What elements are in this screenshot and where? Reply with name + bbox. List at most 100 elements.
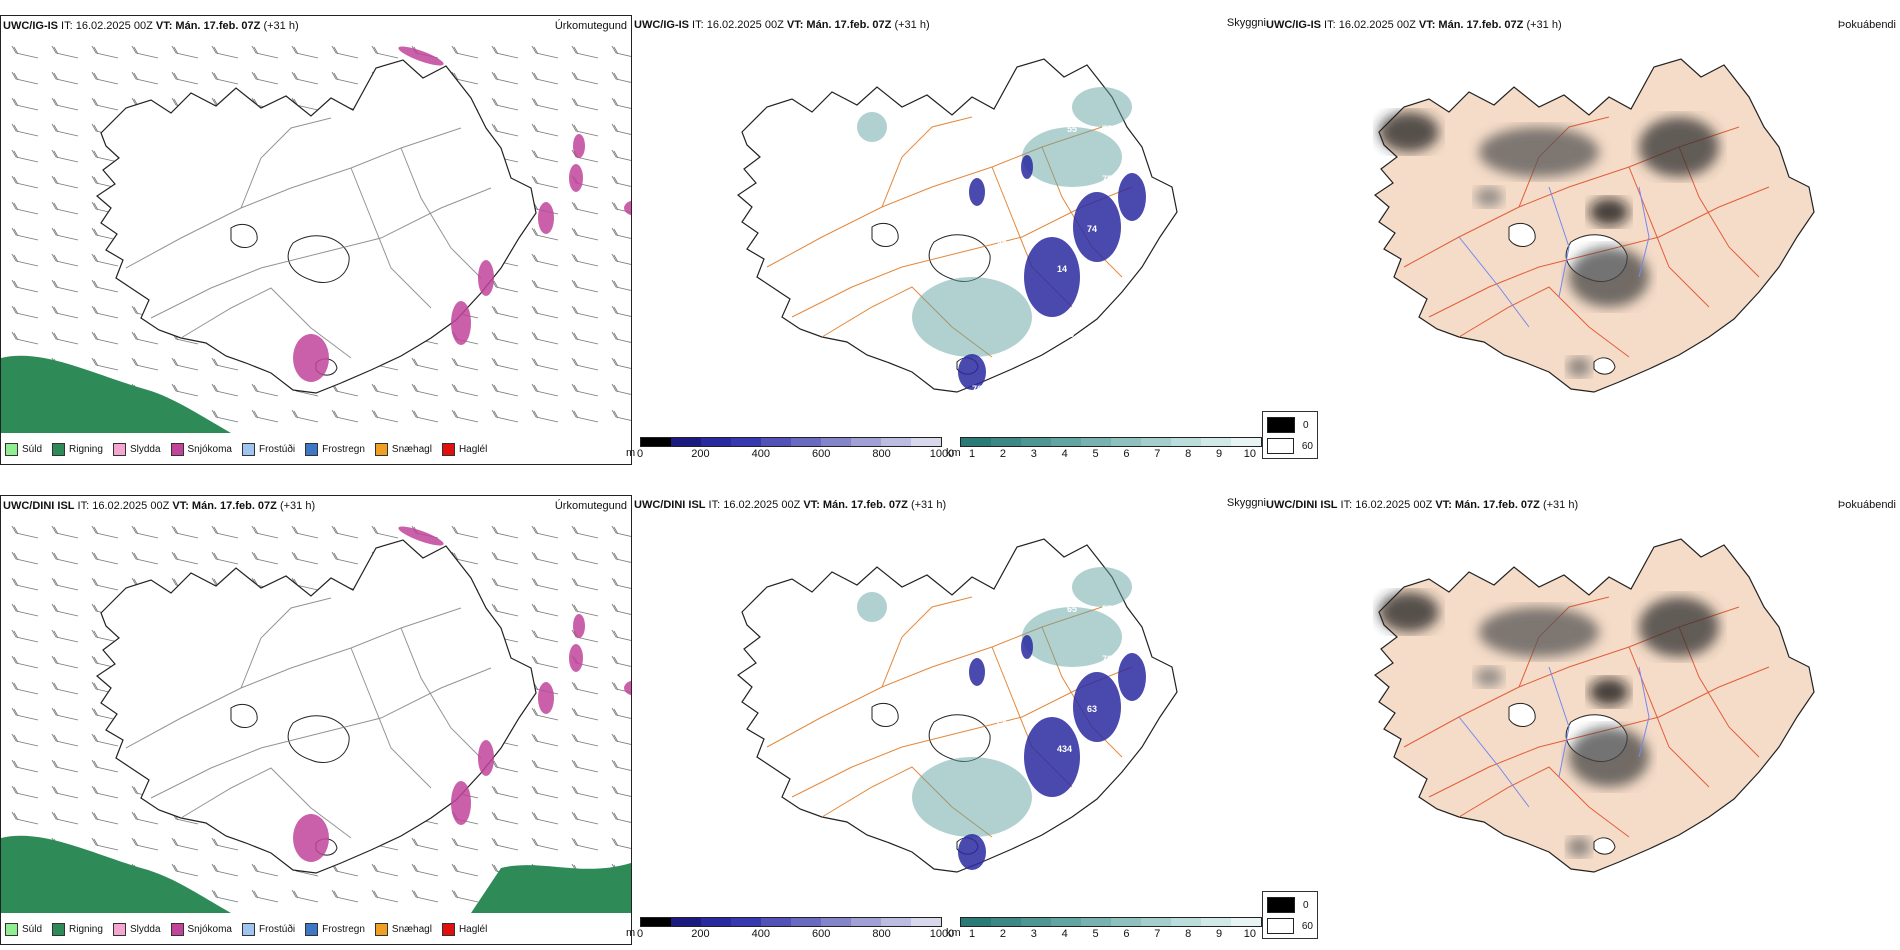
legend-item: Slydda — [112, 923, 161, 936]
wind-barb — [291, 71, 319, 85]
wind-barb — [211, 409, 239, 423]
fog-legend-row: 60 — [1267, 918, 1313, 934]
low-cloud-base-area — [1024, 717, 1080, 797]
wind-barb — [531, 603, 559, 617]
snow-area — [293, 334, 329, 382]
road-line — [180, 287, 352, 359]
colorbar-segment — [1171, 438, 1201, 446]
snow-area — [538, 682, 554, 714]
panel-header: UWC/IG-IS IT: 16.02.2025 00Z VT: Mán. 17… — [634, 19, 930, 31]
legend-swatch — [241, 443, 255, 456]
wind-barb — [11, 305, 39, 319]
wind-barb — [491, 409, 519, 423]
wind-barb — [491, 45, 519, 59]
colorbar-tick-label: 10 — [1243, 448, 1257, 460]
wind-barb — [531, 227, 559, 241]
river-line — [1638, 666, 1650, 758]
wind-barb — [91, 759, 119, 773]
legend-swatch — [112, 923, 126, 936]
colorbar-segment — [851, 918, 881, 926]
legend-item: Frostregn — [305, 443, 365, 456]
wind-barb — [91, 45, 119, 59]
wind-barb — [171, 357, 199, 371]
wind-barb — [451, 889, 479, 903]
wind-barb — [51, 149, 79, 163]
colorbar-segment — [1141, 918, 1171, 926]
precip-type-panel-bottom: UWC/DINI ISL IT: 16.02.2025 00Z VT: Mán.… — [0, 495, 632, 945]
wind-barb — [91, 785, 119, 799]
legend-label: Snjókoma — [187, 924, 232, 935]
colorbar-segment — [641, 438, 671, 446]
cloud-base-label: 68 — [1077, 291, 1087, 301]
colorbar-segment — [961, 918, 991, 926]
wind-barb — [611, 227, 631, 239]
fog-indicator-area — [1379, 112, 1439, 152]
wind-barb — [11, 655, 39, 669]
wind-barb — [11, 577, 39, 591]
wind-barb — [531, 383, 559, 397]
colorbar-segment — [671, 438, 701, 446]
wind-barb — [611, 45, 631, 57]
snow-area — [538, 202, 554, 234]
colorbar-tick-label: 5 — [1092, 928, 1099, 940]
wind-barb — [211, 357, 239, 371]
river-line — [1548, 186, 1570, 298]
wind-barb — [491, 811, 519, 825]
cloud-base-label: 131 — [1127, 629, 1142, 639]
wind-barb — [251, 45, 279, 59]
road-line — [1628, 646, 1710, 788]
wind-barb — [11, 733, 39, 747]
wind-barb — [51, 45, 79, 59]
fog-legend-row: 0 — [1267, 417, 1313, 433]
colorbar-strip — [640, 917, 942, 927]
glacier-outline — [287, 235, 350, 284]
wind-barb — [571, 279, 599, 293]
wind-barb — [91, 551, 119, 565]
wind-barb — [211, 863, 239, 877]
wind-barb — [611, 759, 631, 771]
wind-barb — [51, 785, 79, 799]
cloud-base-label: 87 — [1084, 749, 1094, 759]
low-cloud-base-area — [1118, 173, 1146, 221]
legend-label: Haglél — [458, 444, 488, 455]
wind-barb — [91, 733, 119, 747]
colorbar-tick-label: 1000 — [929, 448, 955, 460]
wind-barb — [491, 759, 519, 773]
wind-barb — [571, 577, 599, 591]
wind-barb — [251, 525, 279, 539]
wind-barb — [611, 149, 631, 161]
fog-legend-row: 60 — [1267, 438, 1313, 454]
river-line — [1458, 716, 1530, 808]
wind-barb — [251, 889, 279, 903]
wind-barb — [611, 551, 631, 563]
wind-barb — [251, 409, 279, 423]
wind-barb — [491, 97, 519, 111]
cloud-base-label: 85 — [1072, 349, 1082, 359]
wind-barb — [571, 45, 599, 59]
precip-type-legend: Súld Rigning Slydda Snjókoma Frostúði Frostre… — [5, 443, 487, 456]
wind-barb — [11, 681, 39, 695]
colorbar-segment — [1021, 918, 1051, 926]
wind-barb — [611, 525, 631, 537]
cloud-base-label: 78 — [1022, 699, 1032, 709]
colorbar-segment — [881, 918, 911, 926]
wind-barb — [531, 97, 559, 111]
legend-item: Haglél — [441, 443, 488, 456]
wind-barb — [251, 863, 279, 877]
colorbar-tick-label: 5 — [1092, 448, 1099, 460]
wind-barb — [171, 71, 199, 85]
legend-label: Frostregn — [322, 924, 365, 935]
wind-barb — [211, 71, 239, 85]
wind-barb — [51, 331, 79, 345]
wind-barb — [91, 331, 119, 345]
road-line — [881, 596, 973, 688]
colorbar-unit: km — [946, 927, 961, 939]
colorbar-tick-label: 600 — [812, 448, 831, 460]
panel-title: Úrkomutegund — [554, 20, 627, 32]
wind-barb — [531, 149, 559, 163]
glacier-outline — [871, 223, 899, 247]
wind-barb — [331, 45, 359, 59]
wind-barb — [11, 707, 39, 721]
colorbar-unit: km — [946, 447, 961, 459]
wind-barb — [291, 525, 319, 539]
